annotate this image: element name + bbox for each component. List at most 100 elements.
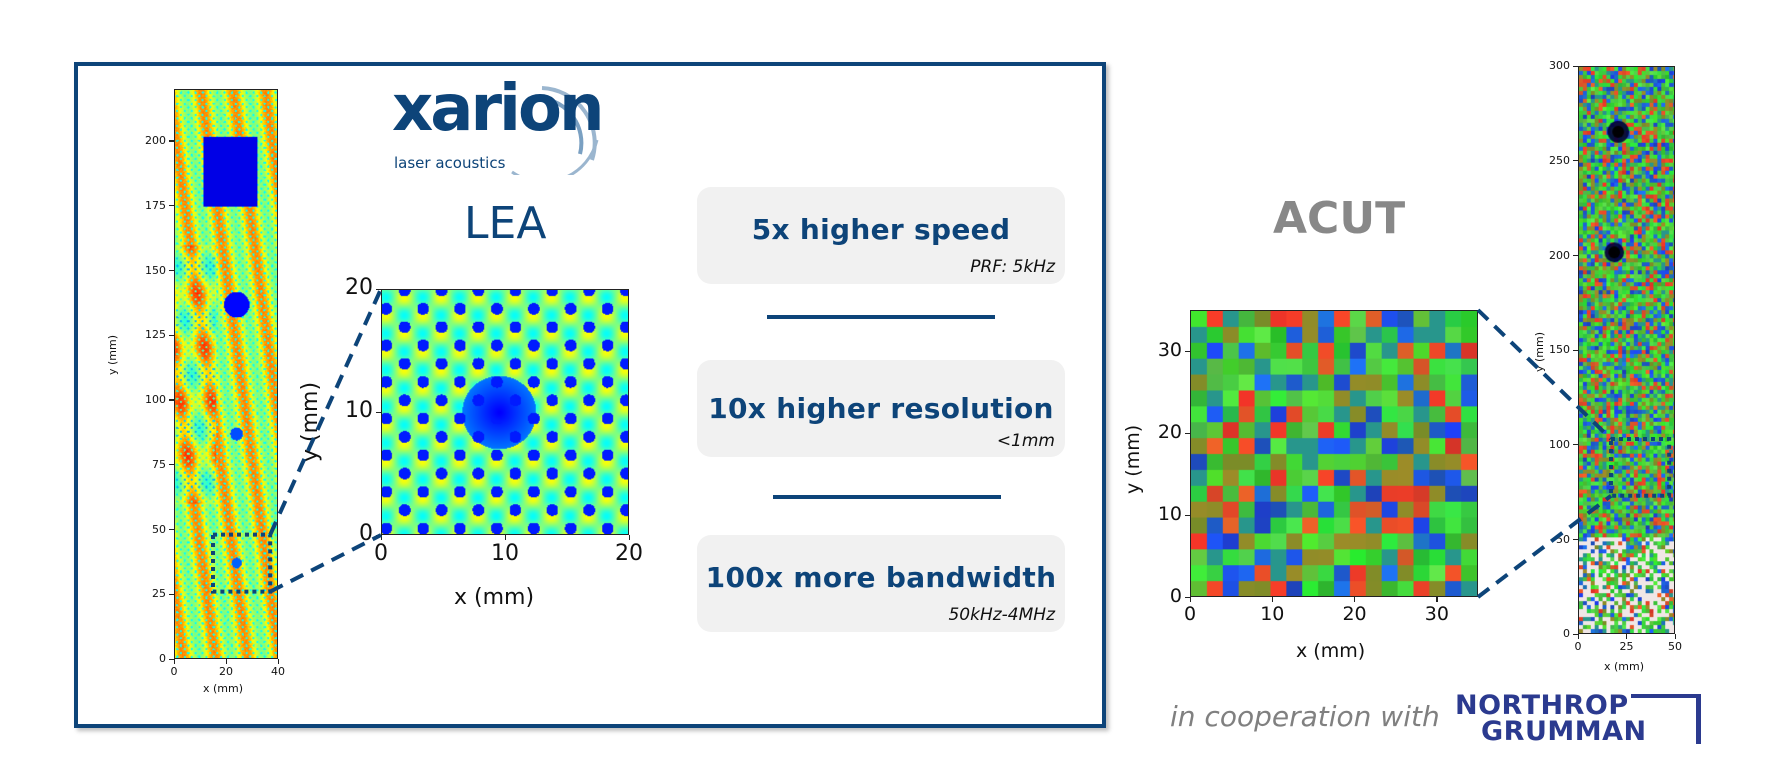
acut-overview-xtick-label: 50 <box>1668 640 1682 653</box>
feature-subtitle: 50kHz-4MHz <box>948 605 1055 625</box>
acut-zoom-ytick-label: 0 <box>1169 585 1182 608</box>
acut-zoom-ytick-mark <box>1185 432 1190 434</box>
lea-panel-frame <box>74 62 1106 728</box>
feature-box-speed: 5x higher speed PRF: 5kHz <box>697 187 1065 284</box>
ng-bracket-icon <box>1631 694 1701 744</box>
lea-overview-ytick-mark <box>169 528 174 531</box>
acut-zoom-ytick-mark <box>1185 350 1190 352</box>
acut-overview-image <box>1579 67 1674 633</box>
lea-overview-xtick-label: 40 <box>271 665 285 678</box>
acut-overview-ytick-mark <box>1573 65 1578 67</box>
lea-overview-ytick-mark <box>169 658 174 660</box>
lea-zoom-xtick-label: 0 <box>374 541 388 566</box>
partner-line2: GRUMMAN <box>1481 716 1647 747</box>
lea-zoom-xtick-label: 20 <box>615 541 643 566</box>
lea-overview-xtick-mark <box>277 659 279 664</box>
acut-overview-plot <box>1578 66 1675 634</box>
acut-overview-ytick-mark <box>1573 633 1578 635</box>
lea-overview-ytick-label: 50 <box>152 522 166 536</box>
acut-overview-ytick-label: 300 <box>1549 59 1570 73</box>
feature-subtitle: <1mm <box>996 431 1055 451</box>
acut-overview-ytick-mark <box>1573 444 1578 446</box>
lea-overview-image <box>175 90 277 658</box>
lea-overview-ytick-label: 100 <box>145 393 166 407</box>
lea-overview-xtick-mark <box>173 659 175 664</box>
lea-overview-plot <box>174 89 278 659</box>
acut-zoom-xtick-mark <box>1271 597 1273 602</box>
acut-overview-xtick-mark <box>1577 634 1579 639</box>
logo-word: xarion <box>392 72 604 146</box>
acut-overview-ytick-label: 100 <box>1549 437 1570 451</box>
lea-overview-ytick-label: 200 <box>145 133 166 147</box>
northrop-grumman-logo: NORTHROP GRUMMAN <box>1455 690 1707 750</box>
lea-zoom-ylabel: y (mm) <box>298 381 323 462</box>
lea-overview-ytick-label: 175 <box>145 198 166 212</box>
acut-zoom-xtick-label: 0 <box>1183 603 1197 625</box>
lea-overview-ytick-mark <box>169 269 174 272</box>
acut-overview-xlabel: x (mm) <box>1604 660 1645 673</box>
lea-overview-ytick-mark <box>169 464 174 466</box>
acut-overview-ytick-label: 0 <box>1563 627 1570 641</box>
lea-overview-xtick-mark <box>225 659 227 664</box>
acut-overview-xtick-label: 25 <box>1619 640 1634 653</box>
lea-zoom-xlabel: x (mm) <box>454 585 535 610</box>
lea-overview-ytick-label: 75 <box>152 457 166 471</box>
lea-zoom-xtick-mark <box>380 535 382 540</box>
acut-overview-ytick-mark <box>1573 160 1578 162</box>
acut-zoom-xtick-mark <box>1189 597 1191 602</box>
acut-title: ACUT <box>1273 193 1406 244</box>
acut-zoom-xlabel: x (mm) <box>1296 640 1366 662</box>
lea-zoom-plot <box>381 289 629 535</box>
lea-overview-xtick-label: 0 <box>170 665 178 678</box>
acut-zoom-xtick-label: 20 <box>1342 603 1367 625</box>
feature-title: 5x higher speed <box>751 213 1011 246</box>
lea-overview-ytick-label: 25 <box>152 587 166 601</box>
acut-zoom-plot <box>1190 310 1478 597</box>
feature-title: 10x higher resolution <box>708 392 1054 425</box>
lea-zoom-ytick-label: 0 <box>359 521 373 547</box>
acut-zoom-ytick-label: 30 <box>1157 339 1182 362</box>
lea-overview-ytick-label: 125 <box>145 328 166 342</box>
lea-overview-ytick-mark <box>169 593 174 595</box>
lea-overview-ytick-mark <box>169 205 174 207</box>
acut-overview-ytick-label: 250 <box>1549 153 1570 167</box>
acut-zoom-xtick-mark <box>1354 597 1356 602</box>
acut-zoom-xtick-label: 30 <box>1424 603 1449 625</box>
lea-zoom-ytick-label: 20 <box>345 275 373 301</box>
lea-zoom-ytick-label: 10 <box>345 398 373 424</box>
feature-divider <box>773 495 1001 499</box>
acut-overview-ylabel: y (mm) <box>1533 331 1546 372</box>
acut-overview-ytick-label: 50 <box>1556 532 1570 546</box>
acut-zoom-ytick-label: 20 <box>1157 421 1182 444</box>
lea-zoom-xtick-label: 10 <box>491 541 519 566</box>
acut-overview-xtick-mark <box>1674 634 1676 639</box>
acut-overview-ytick-label: 200 <box>1549 248 1570 262</box>
lea-overview-xtick-label: 20 <box>219 665 233 678</box>
acut-zoom-xtick-label: 10 <box>1260 603 1285 625</box>
xarion-logo-rings-icon <box>511 86 599 175</box>
lea-zoom-ytick-mark <box>376 288 381 290</box>
lea-zoom-ytick-mark <box>376 411 381 413</box>
lea-overview-ytick-mark <box>169 399 174 401</box>
lea-title: LEA <box>464 198 547 249</box>
acut-zoom-ylabel: y (mm) <box>1122 424 1144 494</box>
partner-line1: NORTHROP <box>1455 690 1629 721</box>
acut-zoom-ytick-mark <box>1185 514 1190 516</box>
lea-zoom-image <box>382 290 628 534</box>
cooperation-text: in cooperation with <box>1170 700 1440 733</box>
lea-overview-ytick-mark <box>169 140 174 142</box>
lea-overview-ylabel: y (mm) <box>106 334 119 375</box>
xarion-logo: xarion laser acoustics <box>392 72 612 175</box>
acut-zoom-xtick-mark <box>1436 597 1438 602</box>
acut-overview-ytick-mark <box>1573 254 1578 257</box>
logo-tagline: laser acoustics <box>394 154 506 172</box>
acut-overview-xtick-label: 0 <box>1574 640 1582 653</box>
acut-zoom-image <box>1191 311 1477 596</box>
lea-overview-ytick-label: 0 <box>159 652 166 666</box>
feature-title: 100x more bandwidth <box>705 561 1057 594</box>
feature-box-bandwidth: 100x more bandwidth 50kHz-4MHz <box>697 535 1065 632</box>
feature-divider <box>767 315 995 319</box>
lea-overview-ytick-label: 150 <box>145 263 166 277</box>
acut-overview-ytick-mark <box>1573 349 1578 351</box>
acut-overview-ytick-mark <box>1573 538 1578 541</box>
